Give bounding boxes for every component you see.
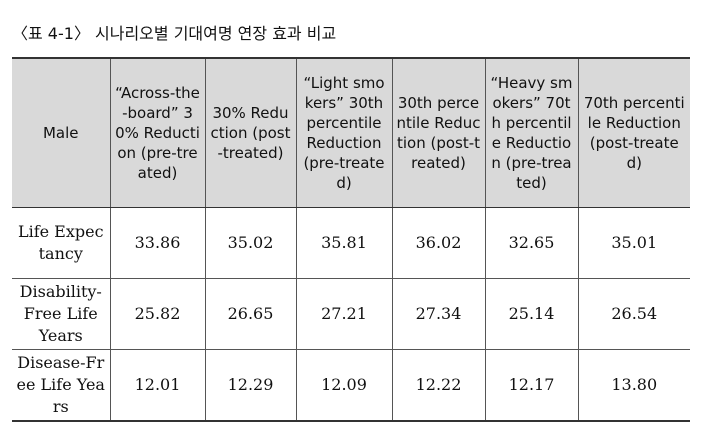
row-label: Disease-Free Life Years [12,349,111,422]
header-cell: “Light smokers” 30th percentile Reductio… [295,57,393,208]
table-row: Disability-Free Life Years 25.82 26.65 27.2… [12,278,690,350]
value-cell: 13.80 [577,349,690,422]
header-cell: 70th percentile Reduction (post-treated) [577,57,690,208]
value-cell: 25.82 [109,278,206,350]
table: Male “Across-the-board” 30% Reduction (pr… [12,57,690,422]
header-cell: “Heavy smokers” 70th percentile Reductio… [484,57,579,208]
value-cell: 12.01 [109,349,206,422]
value-cell: 26.54 [577,278,690,350]
header-cell: 30% Reduction (post-treated) [204,57,297,208]
value-cell: 12.17 [484,349,579,422]
table-row: Disease-Free Life Years 12.01 12.29 12.09 12… [12,349,690,422]
value-cell: 12.29 [204,349,297,422]
row-label: Life Expectancy [12,207,111,279]
value-cell: 35.02 [204,207,297,279]
value-cell: 12.09 [295,349,393,422]
value-cell: 27.34 [391,278,486,350]
header-cell: “Across-the-board” 30% Reduction (pre-tr… [109,57,206,208]
value-cell: 32.65 [484,207,579,279]
value-cell: 25.14 [484,278,579,350]
value-cell: 26.65 [204,278,297,350]
value-cell: 27.21 [295,278,393,350]
header-cell: 30th percentile Reduction (post-treated) [391,57,486,208]
value-cell: 35.01 [577,207,690,279]
header-row: Male “Across-the-board” 30% Reduction (pr… [12,57,690,208]
value-cell: 12.22 [391,349,486,422]
value-cell: 33.86 [109,207,206,279]
value-cell: 35.81 [295,207,393,279]
table-caption: 〈표 4-1〉 시나리오별 기대여명 연장 효과 비교 [12,24,337,43]
value-cell: 36.02 [391,207,486,279]
table-body: Life Expectancy 33.86 35.02 35.81 36.02 32.65… [12,207,690,422]
table-row: Life Expectancy 33.86 35.02 35.81 36.02 32.65… [12,207,690,279]
row-label: Disability-Free Life Years [12,278,111,350]
header-cell: Male [12,57,111,208]
